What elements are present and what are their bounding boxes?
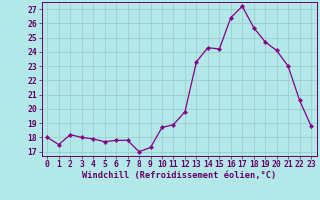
X-axis label: Windchill (Refroidissement éolien,°C): Windchill (Refroidissement éolien,°C) bbox=[82, 171, 276, 180]
